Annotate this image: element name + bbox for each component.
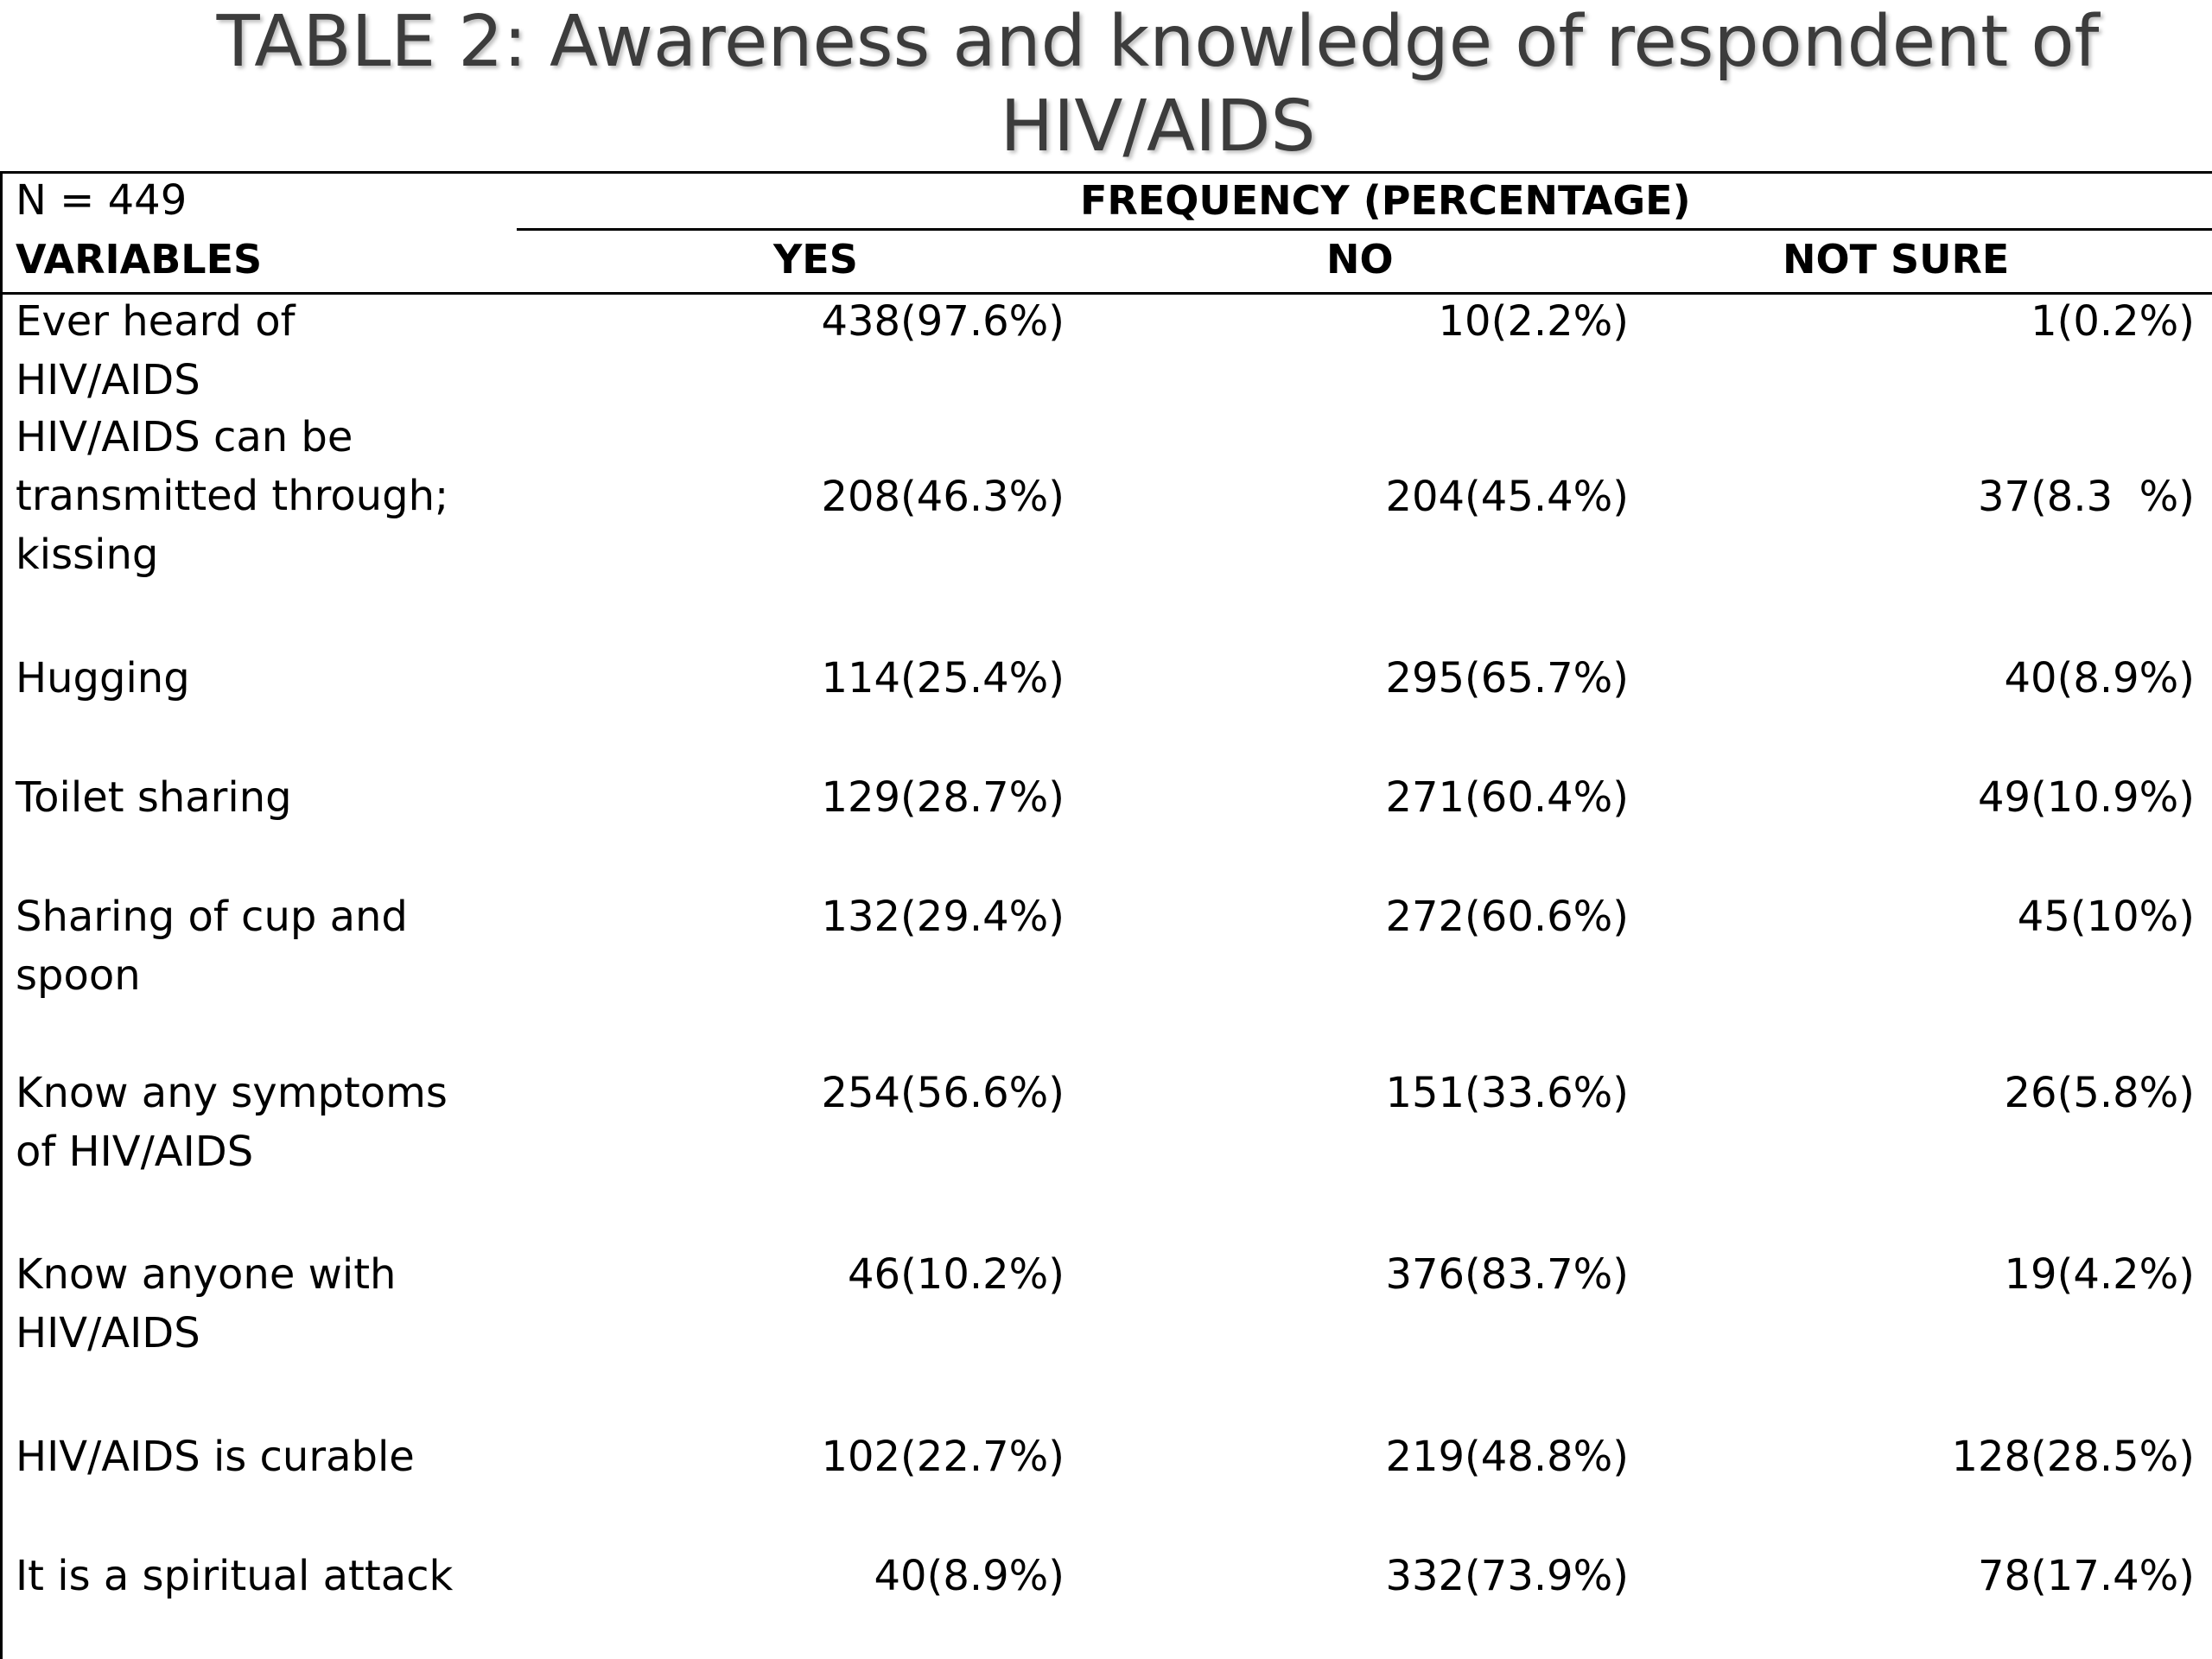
cell-not-sure: 26(5.8%) xyxy=(2004,1069,2195,1117)
frequency-group-header: FREQUENCY (PERCENTAGE) xyxy=(1080,177,1691,224)
cell-not-sure: 1(0.2%) xyxy=(2031,297,2195,346)
cell-yes: 114(25.4%) xyxy=(821,654,1065,702)
row-label: HIV/AIDS is curable xyxy=(16,1433,415,1481)
table-top-rule xyxy=(0,171,2212,174)
column-header-yes: YES xyxy=(773,236,858,283)
cell-yes: 102(22.7%) xyxy=(821,1433,1065,1481)
cell-yes: 40(8.9%) xyxy=(874,1552,1065,1600)
header-bottom-rule xyxy=(0,292,2212,295)
row-label: Ever heard of HIV/AIDS xyxy=(16,297,296,404)
cell-yes: 132(29.4%) xyxy=(821,893,1065,941)
column-header-not-sure: NOT SURE xyxy=(1783,236,2010,283)
row-label: Know anyone with HIV/AIDS xyxy=(16,1250,397,1357)
cell-no: 295(65.7%) xyxy=(1385,654,1629,702)
table-title-line-1: TABLE 2: Awareness and knowledge of resp… xyxy=(216,1,2100,83)
cell-yes: 46(10.2%) xyxy=(847,1250,1065,1299)
cell-no: 272(60.6%) xyxy=(1385,893,1629,941)
column-header-no: NO xyxy=(1326,236,1394,283)
n-label: N = 449 xyxy=(16,176,188,225)
cell-no: 219(48.8%) xyxy=(1385,1433,1629,1481)
cell-no: 332(73.9%) xyxy=(1385,1552,1629,1600)
table-title: TABLE 2: Awareness and knowledge of resp… xyxy=(0,0,2212,169)
cell-no: 271(60.4%) xyxy=(1385,773,1629,822)
cell-yes: 208(46.3%) xyxy=(821,473,1065,521)
cell-yes: 254(56.6%) xyxy=(821,1069,1065,1117)
row-label: Know any symptoms of HIV/AIDS xyxy=(16,1069,448,1176)
group-header-rule xyxy=(517,228,2212,231)
table-title-line-2: HIV/AIDS xyxy=(1000,86,1316,168)
row-label: HIV/AIDS can be transmitted through; kis… xyxy=(16,413,449,579)
variables-header: VARIABLES xyxy=(16,236,263,283)
cell-not-sure: 37(8.3 %) xyxy=(1978,473,2195,521)
table-left-border xyxy=(0,171,3,1659)
row-label: It is a spiritual attack xyxy=(16,1552,454,1600)
cell-no: 376(83.7%) xyxy=(1385,1250,1629,1299)
row-label: Sharing of cup and spoon xyxy=(16,893,408,1000)
cell-no: 10(2.2%) xyxy=(1438,297,1629,346)
cell-not-sure: 49(10.9%) xyxy=(1977,773,2195,822)
cell-not-sure: 40(8.9%) xyxy=(2004,654,2195,702)
cell-no: 151(33.6%) xyxy=(1385,1069,1629,1117)
cell-not-sure: 128(28.5%) xyxy=(1951,1433,2195,1481)
cell-not-sure: 19(4.2%) xyxy=(2004,1250,2195,1299)
cell-no: 204(45.4%) xyxy=(1385,473,1629,521)
cell-yes: 129(28.7%) xyxy=(821,773,1065,822)
cell-not-sure: 45(10%) xyxy=(2017,893,2195,941)
row-label: Toilet sharing xyxy=(16,773,292,822)
cell-not-sure: 78(17.4%) xyxy=(1977,1552,2195,1600)
cell-yes: 438(97.6%) xyxy=(821,297,1065,346)
row-label: Hugging xyxy=(16,654,190,702)
